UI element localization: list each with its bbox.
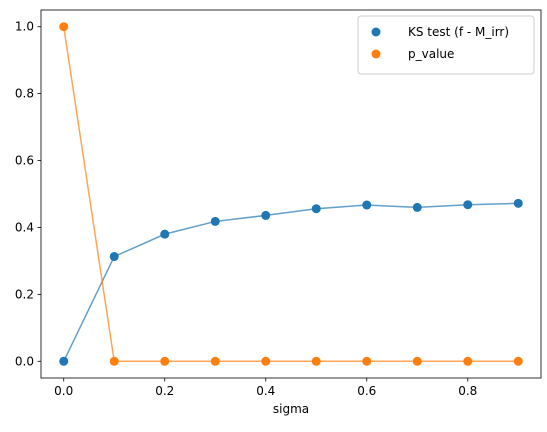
data-point — [210, 356, 220, 366]
legend-marker — [371, 27, 381, 37]
x-tick-label: 0.8 — [458, 384, 477, 398]
plot-frame — [40, 9, 542, 379]
data-point — [513, 356, 523, 366]
x-tick-label: 0.6 — [357, 384, 376, 398]
data-point — [261, 356, 271, 366]
legend-marker — [371, 49, 381, 59]
series-points — [59, 22, 523, 366]
data-point — [59, 22, 69, 32]
data-point — [109, 356, 119, 366]
data-point — [261, 210, 271, 220]
legend-box — [357, 15, 535, 75]
x-tick-label: 0.4 — [256, 384, 275, 398]
data-point — [160, 229, 170, 239]
series-line-1 — [62, 26, 519, 363]
data-point — [160, 356, 170, 366]
legend-items: KS test (f - M_irr) p_value — [371, 25, 509, 61]
data-point — [109, 252, 119, 262]
y-axis-ticks: 0.0 0.2 0.4 0.6 0.8 1.0 — [15, 20, 41, 368]
y-tick-label: 0.8 — [15, 87, 34, 101]
data-point — [311, 204, 321, 214]
data-point — [412, 202, 422, 212]
data-point — [362, 200, 372, 210]
data-point — [513, 198, 523, 208]
legend: KS test (f - M_irr) p_value — [357, 15, 535, 75]
x-tick-label: 0.2 — [155, 384, 174, 398]
legend-label: KS test (f - M_irr) — [408, 25, 509, 39]
data-point — [311, 356, 321, 366]
x-tick-label: 0.0 — [54, 384, 73, 398]
x-axis-ticks: 0.0 0.2 0.4 0.6 0.8 — [54, 378, 477, 398]
y-tick-label: 0.2 — [15, 287, 34, 301]
y-tick-label: 0.6 — [15, 154, 34, 168]
series-lines — [62, 26, 519, 363]
y-tick-label: 0.0 — [15, 354, 34, 368]
data-point — [210, 216, 220, 226]
legend-label: p_value — [408, 47, 454, 61]
data-point — [463, 200, 473, 210]
data-point — [463, 356, 473, 366]
y-tick-label: 1.0 — [15, 20, 34, 34]
series-line-0 — [63, 202, 519, 362]
data-point — [59, 356, 69, 366]
data-point — [362, 356, 372, 366]
data-point — [412, 356, 422, 366]
y-tick-label: 0.4 — [15, 220, 34, 234]
x-axis-label: sigma — [273, 402, 309, 416]
